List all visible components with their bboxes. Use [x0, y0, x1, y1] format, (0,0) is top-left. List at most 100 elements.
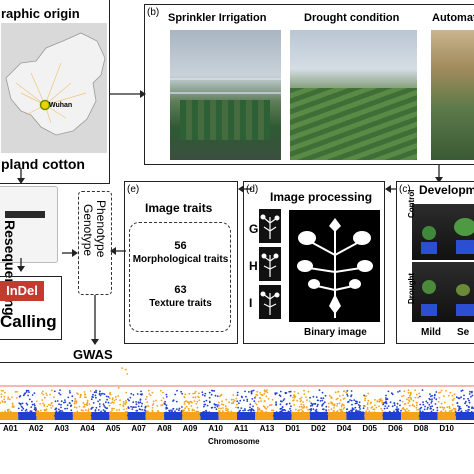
panel-e-letter: (e): [127, 184, 140, 195]
morph-count: 56: [174, 240, 187, 252]
chromosome-block: [455, 389, 474, 420]
row-label-control: Control: [407, 189, 416, 218]
origin-title: raphic origin: [1, 6, 80, 21]
photo-drought: [290, 30, 417, 160]
calling-panel: InDel Calling: [0, 276, 62, 340]
chromosome-block: [199, 389, 219, 420]
row-letter-i: I: [249, 296, 253, 310]
arrow-pg-to-gwas: [91, 295, 99, 345]
gwas-plot-frame: [0, 362, 474, 424]
chromosome-block: [35, 389, 55, 420]
panel-d-title: Image processing: [270, 190, 373, 204]
chromosome-block: [345, 390, 365, 420]
gwas-tick-label: A13: [259, 424, 275, 433]
binary-image-label: Binary image: [304, 327, 367, 338]
chromosome-block: [291, 389, 311, 420]
chromosome-block: [163, 389, 184, 420]
manhattan-plot: [0, 367, 474, 420]
gwas-xlabel: Chromosome: [208, 437, 260, 446]
calling-label: Calling: [0, 312, 57, 331]
gwas-tick-label: A10: [208, 424, 224, 433]
photo-sprinkler: [170, 30, 281, 160]
col-label-severe: Se: [457, 327, 470, 338]
gwas-tick-label: A09: [182, 424, 198, 433]
china-map: [1, 23, 107, 153]
chromosome-block: [327, 390, 347, 420]
col-label-mild: Mild: [421, 327, 441, 338]
chromosome-block: [90, 389, 111, 420]
genotype-label: Genotype: [81, 204, 95, 257]
plant-photo-control: [412, 204, 474, 260]
indel-badge: InDel: [0, 281, 44, 301]
gwas-tick-label: A04: [80, 424, 95, 433]
phenotype-label: Phenotype: [94, 200, 108, 258]
chromosome-block: [382, 390, 402, 420]
panel-b-letter: (b): [147, 7, 160, 18]
chromosome-block: [17, 389, 37, 420]
chromosome-block: [218, 393, 238, 420]
chromosome-block: [181, 390, 202, 420]
binary-image: [289, 210, 380, 322]
panel-c-letter: (c): [399, 184, 411, 195]
panel-d-letter: (d): [246, 184, 259, 195]
origin-panel: raphic origin Wuhan pland cotton: [0, 0, 110, 184]
thumb-g: [259, 209, 281, 243]
gwas-tick-label: D05: [362, 424, 378, 433]
arrow-origin-to-b: [110, 90, 146, 98]
gwas-tick-label: D04: [336, 424, 352, 433]
chromosome-block: [126, 390, 147, 420]
chromosome-block: [309, 389, 329, 420]
chromosome-block: [145, 389, 165, 420]
gwas-tick-label: A03: [54, 424, 70, 433]
gwas-tick-label: D01: [285, 424, 301, 433]
chromosome-block: [108, 367, 129, 420]
arrow-calling-to-pg: [62, 249, 78, 257]
gwas-tick-label: A07: [131, 424, 147, 433]
panel-d: (d) Image processing G H I: [243, 181, 385, 344]
chromosome-block: [272, 390, 293, 420]
texture-count: 63: [174, 284, 187, 296]
chromosome-block: [236, 389, 256, 420]
gwas-tick-label: A01: [3, 424, 18, 433]
panel-b-title-3: Automat: [432, 12, 474, 24]
panel-e: (e) Image traits 56 Morphological traits…: [124, 181, 238, 344]
arrow-b-to-c: [435, 165, 443, 183]
gwas-tick-label: D10: [439, 424, 455, 433]
row-label-drought: Drought: [407, 272, 416, 304]
row-letter-g: G: [249, 222, 259, 236]
panel-b-title-1: Sprinkler Irrigation: [168, 12, 267, 24]
gwas-tick-label: A02: [28, 424, 44, 433]
chromosome-block: [400, 389, 421, 420]
sequencer-device: [0, 186, 58, 263]
chromosome-block: [254, 389, 275, 420]
arrow-reseq-down: [17, 258, 25, 272]
thumb-i: [259, 285, 281, 319]
chromosome-block: [363, 392, 384, 420]
origin-bottom-label: pland cotton: [1, 156, 85, 172]
panel-c-title: Developm: [419, 183, 474, 197]
panel-e-title: Image traits: [145, 201, 213, 215]
chromosome-block: [437, 389, 457, 420]
panel-b: (b) Sprinkler Irrigation Drought conditi…: [144, 4, 474, 165]
arrow-origin-down: [17, 168, 25, 184]
thumb-h: [259, 247, 281, 281]
gwas-tick-label: A05: [105, 424, 121, 433]
photo-automation: [431, 30, 474, 160]
chromosome-block: [72, 390, 92, 420]
phenotype-genotype-box: [78, 191, 112, 295]
chromosome-block: [0, 389, 19, 420]
traits-dashed-box: [129, 222, 231, 332]
morph-label: Morphological traits: [132, 254, 229, 265]
gwas-tick-row: A01 A02 A03 A04 A05 A07 A08 A09 A10 A11 A13 D01 D02 D…: [0, 424, 474, 436]
gwas-tick-label: D08: [413, 424, 429, 433]
gwas-title: GWAS: [73, 347, 113, 362]
arrow-d-to-e: [238, 185, 252, 193]
gwas-tick-label: D06: [388, 424, 403, 433]
panel-c: (c) Developm Control Drought Mild Se: [396, 181, 474, 344]
plant-photo-drought: [412, 262, 474, 322]
chromosome-block: [53, 389, 74, 420]
gwas-tick-label: A08: [157, 424, 172, 433]
texture-label: Texture traits: [149, 298, 212, 309]
gwas-tick-label: A11: [234, 424, 249, 433]
row-letter-h: H: [249, 259, 258, 273]
